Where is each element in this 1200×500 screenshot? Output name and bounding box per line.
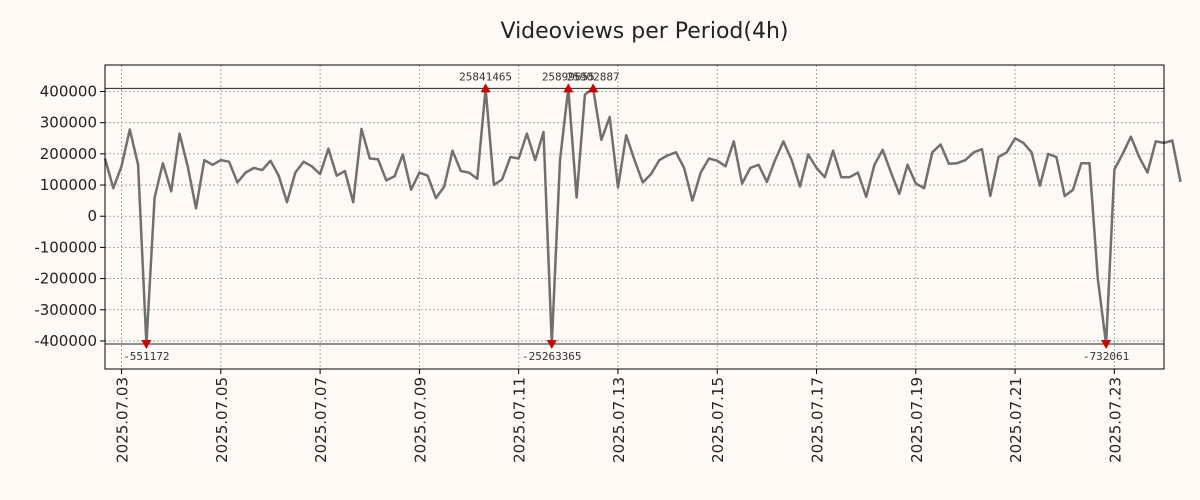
y-axis: 400000 300000 200000 100000 0 -100000 -200000 -… (34, 83, 105, 350)
x-tick-label: 2025.07.19 (908, 377, 926, 463)
trough-label: -25263365 (522, 350, 582, 363)
x-tick-label: 2025.07.17 (809, 377, 827, 463)
y-tick-label: 400000 (40, 83, 97, 101)
y-tick-label: 100000 (40, 176, 97, 194)
x-tick-label: 2025.07.11 (511, 377, 529, 463)
x-tick-label: 2025.07.03 (114, 377, 132, 463)
y-tick-label: 0 (87, 207, 97, 225)
peak-label: 25899655 (542, 70, 595, 83)
plot-area (105, 65, 1164, 369)
chart-title: Videoviews per Period(4h) (501, 19, 789, 44)
peak-annotations: -551172 25841465 -25263365 2589965525902887… (123, 70, 1129, 363)
x-tick-label: 2025.07.21 (1007, 377, 1025, 463)
y-tick-label: -300000 (34, 301, 97, 319)
x-tick-label: 2025.07.13 (610, 377, 628, 463)
trough-marker (546, 340, 557, 350)
x-tick-label: 2025.07.23 (1106, 377, 1124, 463)
trough-marker (1101, 340, 1112, 350)
x-tick-label: 2025.07.05 (213, 377, 231, 463)
peak-label: 25841465 (459, 70, 512, 83)
peak-label: 25902887 (567, 70, 620, 83)
y-tick-label: -100000 (34, 238, 97, 256)
plot-frame (104, 64, 1165, 370)
series-line (103, 87, 1182, 346)
x-tick-label: 2025.07.15 (709, 377, 727, 463)
clip-lines (105, 87, 1164, 345)
y-tick-label: 300000 (40, 114, 97, 132)
trough-marker (141, 340, 152, 350)
peak-marker (563, 83, 574, 93)
y-tick-label: -400000 (34, 332, 97, 350)
x-tick-label: 2025.07.07 (312, 377, 330, 463)
peak-marker (588, 83, 599, 93)
peak-marker (480, 83, 491, 93)
x-axis: 2025.07.03 2025.07.05 2025.07.07 2025.07.09… (114, 369, 1124, 463)
trough-label: -732061 (1083, 350, 1129, 363)
y-tick-label: 200000 (40, 145, 97, 163)
trough-label: -551172 (123, 350, 169, 363)
y-tick-label: -200000 (34, 270, 97, 288)
peak-markers (141, 83, 1112, 350)
x-tick-label: 2025.07.09 (411, 377, 429, 463)
